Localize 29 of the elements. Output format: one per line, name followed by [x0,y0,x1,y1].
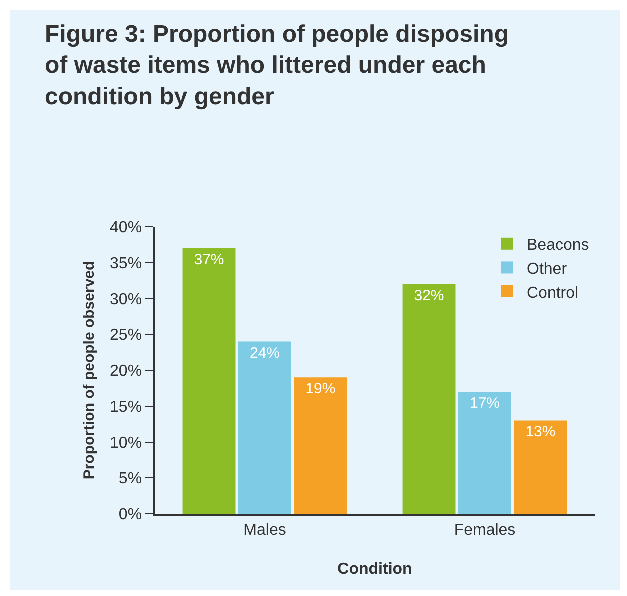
y-tick-label: 40% [110,220,142,237]
data-label: 19% [306,380,336,398]
bar [182,248,236,514]
legend-label: Beacons [527,237,590,254]
y-tick-label: 30% [110,291,142,308]
data-label: 37% [194,252,224,269]
y-tick-label: 5% [118,470,142,488]
y-tick-label: 0% [118,506,142,524]
x-tick-label: Males [244,522,286,539]
legend-label: Control [527,284,579,302]
bar [238,342,292,514]
x-axis-title: Condition [338,561,412,578]
bar [514,420,568,514]
data-label: 32% [414,287,444,304]
chart-title: Figure 3: Proportion of people disposing of waste items who littered under each condition by gender [45,21,509,110]
x-tick-label: Females [454,522,516,539]
data-label: 17% [470,395,500,412]
y-tick-label: 20% [110,363,142,380]
y-tick-label: 10% [110,434,142,452]
y-tick-label: 15% [110,398,142,416]
bar [402,284,456,514]
y-tick-label: 35% [110,255,142,272]
bar [294,378,348,514]
data-label: 13% [526,424,556,441]
y-tick-label: 25% [110,327,142,344]
y-axis-title: Proportion of people observed [80,261,98,480]
bar [458,392,512,514]
legend-label: Other [527,260,568,278]
data-label: 24% [250,344,280,362]
